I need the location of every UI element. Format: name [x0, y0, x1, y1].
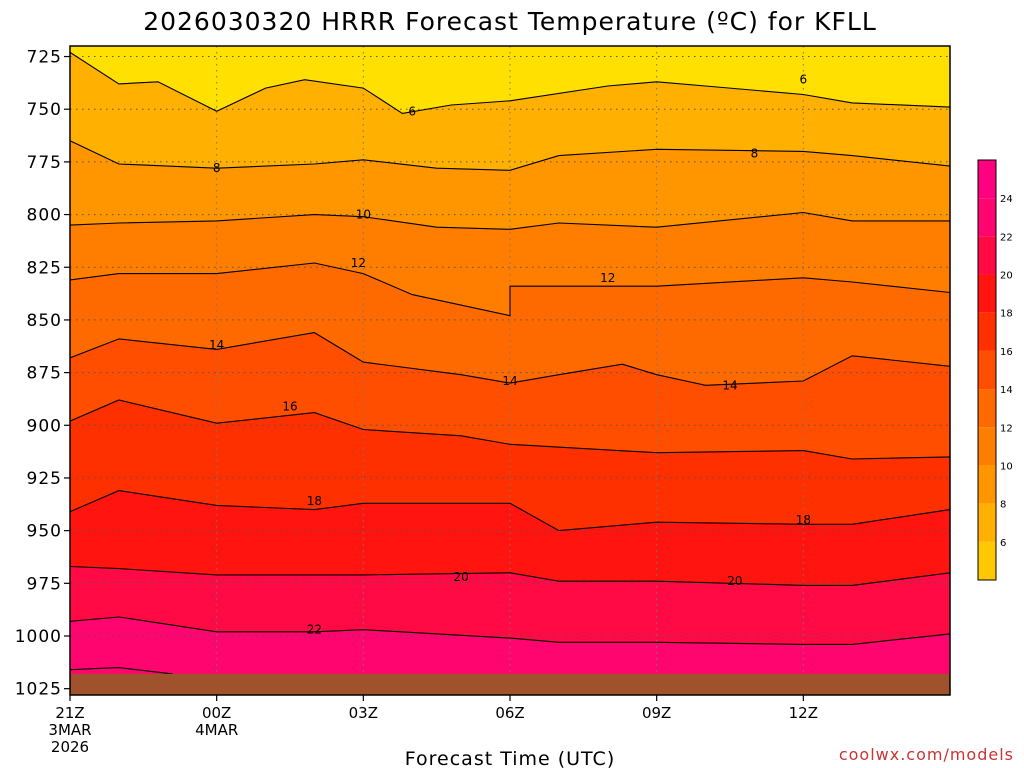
isotherm-label: 20 [453, 570, 468, 584]
pressure-tick-label: 1000 [15, 627, 62, 647]
isotherm-lines: 6 6 8 8 10 12 12 14 14 14 16 18 18 20 20 22 [70, 51, 950, 675]
pressure-tick-label: 950 [27, 522, 62, 542]
colorbar-swatch [978, 198, 996, 237]
colorbar-label: 20 [1000, 271, 1013, 282]
isotherm-16 [70, 399, 950, 460]
x-axis-title: Forecast Time (UTC) [405, 748, 615, 768]
credit-text[interactable]: coolwx.com/models [839, 745, 1014, 764]
colorbar-label: 24 [1000, 194, 1013, 205]
pressure-tick-label: 750 [27, 100, 62, 120]
pressure-tick-label: 725 [27, 48, 62, 68]
time-tick-label: 3MAR [48, 721, 91, 739]
isotherm-label: 10 [356, 208, 371, 222]
isotherm-6 [70, 667, 173, 675]
colorbar-label: 16 [1000, 347, 1013, 358]
isotherm-20 [70, 565, 950, 586]
pressure-tick-label: 925 [27, 469, 62, 489]
isotherm-label: 8 [751, 146, 759, 160]
time-tick-label: 06Z [495, 704, 524, 722]
ground-surface [70, 673, 950, 695]
colorbar-swatch [978, 389, 996, 428]
pressure-tick-label: 875 [27, 364, 62, 384]
chart-title: 2026030320 HRRR Forecast Temperature (ºC… [143, 7, 877, 36]
isotherm-label: 14 [209, 338, 224, 352]
colorbar-swatch [978, 236, 996, 275]
isotherm-label: 6 [408, 104, 416, 118]
colorbar-swatch [978, 350, 996, 390]
isotherm-12 [70, 262, 950, 317]
isotherm-label: 18 [307, 494, 322, 508]
time-tick-label: 09Z [642, 704, 671, 722]
colorbar-label: 12 [1000, 423, 1013, 434]
colorbar-swatch [978, 160, 996, 199]
colorbar-swatch [978, 274, 996, 313]
isotherm-18 [70, 490, 950, 532]
colorbar-swatch [978, 541, 996, 580]
isotherm-22 [70, 616, 950, 645]
time-tick-label: 12Z [789, 704, 818, 722]
pressure-tick-label: 900 [27, 416, 62, 436]
isotherm-label: 8 [213, 161, 221, 175]
pressure-tick-label: 775 [27, 153, 62, 173]
isotherm-label: 16 [282, 399, 297, 413]
colorbar-swatch [978, 427, 996, 466]
time-tick-label: 03Z [349, 704, 378, 722]
plot-area: 6 6 8 8 10 12 12 14 14 14 16 18 18 20 20 22 [70, 46, 950, 695]
time-tick-label: 4MAR [195, 721, 238, 739]
colorbar-label: 14 [1000, 385, 1013, 396]
pressure-tick-label: 825 [27, 258, 62, 278]
time-tick-label: 00Z [202, 704, 231, 722]
isotherm-label: 14 [722, 378, 737, 392]
colorbar-label: 10 [1000, 461, 1013, 472]
colorbar-frame [977, 159, 997, 581]
isotherm-label: 12 [351, 256, 366, 270]
colorbar-label: 8 [1000, 500, 1006, 511]
colorbar-swatch [978, 503, 996, 542]
isotherm-label: 20 [727, 574, 742, 588]
isotherm-label: 12 [600, 271, 615, 285]
time-tick-label: 21Z [55, 704, 84, 722]
isotherm-8 [70, 140, 950, 171]
isotherm-label: 6 [800, 73, 808, 87]
ground-layer [70, 673, 950, 695]
time-tick-label: 2026 [51, 738, 89, 756]
isotherm-10 [70, 211, 950, 230]
pressure-tick-label: 850 [27, 311, 62, 331]
isotherm-6 [70, 51, 950, 114]
colorbar-swatch [978, 465, 996, 504]
pressure-tick-label: 975 [27, 574, 62, 594]
colorbar: 6 8 10 12 14 16 18 20 22 24 [977, 159, 1013, 581]
colorbar-label: 6 [1000, 538, 1006, 549]
isotherm-label: 14 [502, 374, 517, 388]
colorbar-label: 22 [1000, 232, 1013, 243]
pressure-tick-label: 1025 [15, 680, 62, 700]
isotherm-label: 18 [796, 513, 811, 527]
isotherm-label: 22 [307, 623, 322, 637]
colorbar-label: 18 [1000, 309, 1013, 320]
pressure-tick-label: 800 [27, 206, 62, 226]
pressure-axis: 725 750 775 800 825 850 875 900 925 950 975 1000 102… [15, 48, 70, 700]
grid-lines [70, 46, 950, 695]
colorbar-swatch [978, 312, 996, 351]
isotherm-14 [70, 332, 950, 386]
